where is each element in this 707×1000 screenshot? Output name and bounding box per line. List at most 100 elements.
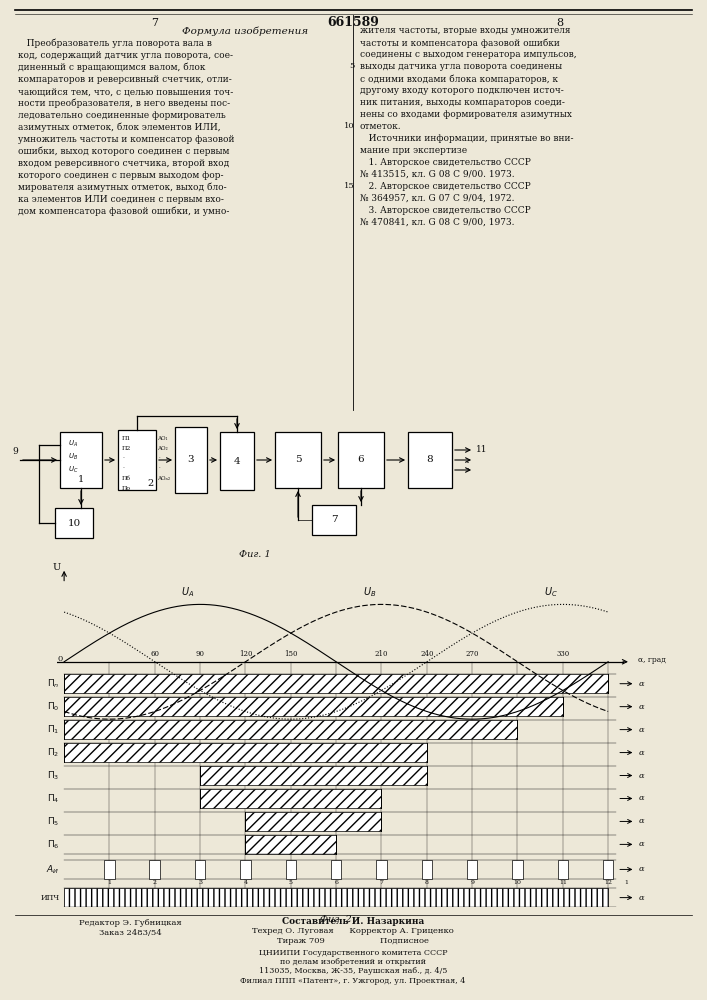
Text: α: α: [638, 703, 644, 711]
Text: α: α: [638, 726, 644, 734]
Text: ·: ·: [466, 458, 470, 471]
Text: 10: 10: [67, 518, 81, 528]
Bar: [245, 812, 382, 831]
Text: α: α: [638, 794, 644, 802]
Bar: [240, 860, 251, 879]
Bar: [195, 860, 206, 879]
Text: 5: 5: [350, 62, 355, 70]
Text: 10: 10: [344, 122, 355, 130]
Text: ·: ·: [122, 466, 124, 471]
Text: 9: 9: [470, 880, 474, 885]
Text: 240: 240: [420, 650, 433, 658]
Text: № 413515, кл. G 08 C 9/00. 1973.: № 413515, кл. G 08 C 9/00. 1973.: [360, 170, 515, 179]
Text: 3. Авторское свидетельство СССР: 3. Авторское свидетельство СССР: [360, 206, 531, 215]
Text: № 364957, кл. G 07 C 9/04, 1972.: № 364957, кл. G 07 C 9/04, 1972.: [360, 194, 515, 203]
Text: $\Pi_3$: $\Pi_3$: [47, 769, 59, 782]
Text: ошибки, выход которого соединен с первым: ошибки, выход которого соединен с первым: [18, 147, 229, 156]
Text: 11: 11: [476, 446, 488, 454]
Text: α: α: [638, 749, 644, 757]
Text: α: α: [638, 680, 644, 688]
Text: 210: 210: [375, 650, 388, 658]
Text: 90: 90: [196, 650, 204, 658]
Text: $U_A$: $U_A$: [68, 439, 78, 449]
Bar: [558, 860, 568, 879]
Text: нены со входами формирователя азимутных: нены со входами формирователя азимутных: [360, 110, 572, 119]
Bar: [286, 860, 296, 879]
Text: α: α: [638, 772, 644, 780]
Text: 6: 6: [334, 880, 338, 885]
Text: $\Pi_5$: $\Pi_5$: [47, 815, 59, 828]
Bar: [64, 720, 518, 739]
Text: 1: 1: [624, 880, 629, 885]
Bar: [175, 427, 207, 493]
Text: мирователя азимутных отметок, выход бло-: мирователя азимутных отметок, выход бло-: [18, 183, 227, 192]
Bar: [331, 860, 341, 879]
Bar: [245, 835, 336, 854]
Text: ИПЧ: ИПЧ: [40, 894, 59, 902]
Text: 10: 10: [513, 880, 522, 885]
Text: $U_C$: $U_C$: [544, 585, 558, 599]
Text: 7: 7: [331, 516, 337, 524]
Text: 120: 120: [239, 650, 252, 658]
Text: компараторов и реверсивный счетчик, отли-: компараторов и реверсивный счетчик, отли…: [18, 75, 232, 84]
Text: 12: 12: [604, 880, 612, 885]
Bar: [312, 505, 356, 535]
Text: 4: 4: [234, 456, 240, 466]
Text: 2: 2: [147, 480, 153, 488]
Text: Составитель И. Назаркина: Составитель И. Назаркина: [282, 917, 424, 926]
Text: 11: 11: [559, 880, 567, 885]
Text: дом компенсатора фазовой ошибки, и умно-: дом компенсатора фазовой ошибки, и умно-: [18, 207, 229, 217]
Text: $U_A$: $U_A$: [182, 585, 194, 599]
Text: 8: 8: [556, 18, 563, 28]
Text: α, град: α, град: [638, 656, 667, 664]
Bar: [603, 860, 614, 879]
Text: Фиг. 2: Фиг. 2: [320, 915, 352, 924]
Bar: [200, 789, 382, 808]
Bar: [338, 432, 384, 488]
Text: $U_B$: $U_B$: [68, 452, 78, 462]
Text: ЦНИИПИ Государственного комитета СССР
по делам изобретений и открытий
113035, Мо: ЦНИИПИ Государственного комитета СССР по…: [240, 949, 466, 985]
Text: 8: 8: [427, 456, 433, 464]
Text: 5: 5: [288, 880, 293, 885]
Text: 6: 6: [358, 456, 364, 464]
Bar: [200, 766, 427, 785]
Bar: [118, 430, 156, 490]
Text: код, содержащий датчик угла поворота, сое-: код, содержащий датчик угла поворота, со…: [18, 51, 233, 60]
Text: № 470841, кл. G 08 C 9/00, 1973.: № 470841, кл. G 08 C 9/00, 1973.: [360, 218, 515, 227]
Text: α: α: [638, 894, 644, 902]
Text: 150: 150: [284, 650, 298, 658]
Text: 7: 7: [380, 880, 383, 885]
Text: 2: 2: [153, 880, 157, 885]
Text: α: α: [638, 817, 644, 825]
Text: 60: 60: [151, 650, 159, 658]
Text: Фиг. 1: Фиг. 1: [239, 550, 271, 559]
Text: П2: П2: [122, 446, 132, 450]
Text: 9: 9: [12, 447, 18, 456]
Text: Пб: Пб: [122, 476, 131, 481]
Text: $\Pi_4$: $\Pi_4$: [47, 792, 59, 805]
Text: 330: 330: [556, 650, 569, 658]
Text: 2. Авторское свидетельство СССР: 2. Авторское свидетельство СССР: [360, 182, 531, 191]
Text: Редактор Э. Губницкая: Редактор Э. Губницкая: [78, 919, 181, 927]
Text: $U_B$: $U_B$: [363, 585, 376, 599]
Text: мание при экспертизе: мание при экспертизе: [360, 146, 467, 155]
Text: По: По: [122, 486, 131, 490]
Text: ·: ·: [466, 464, 470, 477]
Text: АОₙ₂: АОₙ₂: [158, 476, 171, 481]
Text: входом реверсивного счетчика, второй вход: входом реверсивного счетчика, второй вхо…: [18, 159, 229, 168]
Text: 4: 4: [243, 880, 247, 885]
Text: АО₁: АО₁: [158, 436, 169, 440]
Text: $U_C$: $U_C$: [68, 465, 78, 475]
Text: 1. Авторское свидетельство СССР: 1. Авторское свидетельство СССР: [360, 158, 531, 167]
Text: чающийся тем, что, с целью повышения точ-: чающийся тем, что, с целью повышения точ…: [18, 87, 233, 96]
Bar: [64, 674, 608, 693]
Text: $\Pi_n$: $\Pi_n$: [47, 677, 59, 690]
Text: $\Pi_0$: $\Pi_0$: [47, 700, 59, 713]
Bar: [64, 888, 608, 907]
Text: ности преобразователя, в него введены пос-: ности преобразователя, в него введены по…: [18, 99, 230, 108]
Text: 3: 3: [187, 456, 194, 464]
Text: ник питания, выходы компараторов соеди-: ник питания, выходы компараторов соеди-: [360, 98, 565, 107]
Text: с одними входами блока компараторов, к: с одними входами блока компараторов, к: [360, 74, 558, 84]
Text: $\Pi_6$: $\Pi_6$: [47, 838, 59, 851]
Text: Источники информации, принятые во вни-: Источники информации, принятые во вни-: [360, 134, 573, 143]
